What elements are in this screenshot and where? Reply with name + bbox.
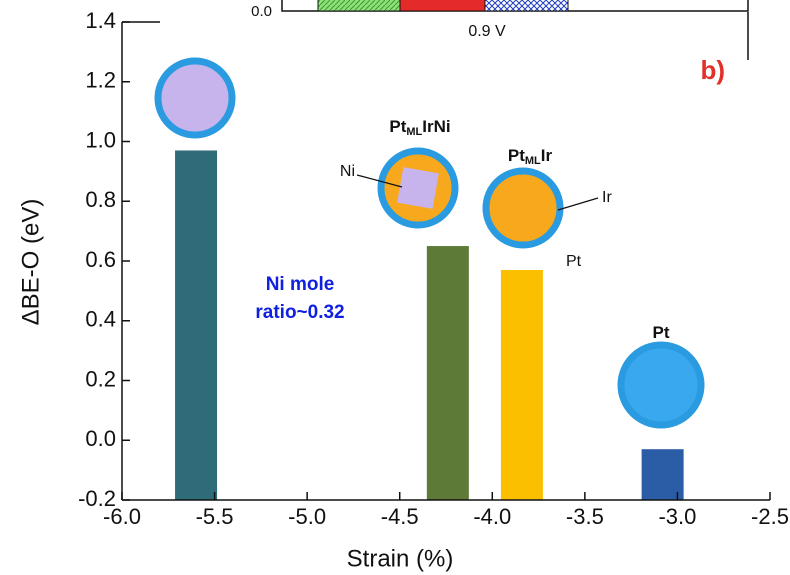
particle-label: PtMLIr (508, 146, 553, 166)
x-tick-label: -5.5 (196, 504, 234, 529)
x-tick-label: -6.0 (103, 504, 141, 529)
particle-label: PtMLIrNi (389, 117, 450, 137)
y-tick-label: 0.8 (85, 187, 116, 212)
y-tick-label: 0.2 (85, 366, 116, 391)
y-axis-title: ΔBE-O (eV) (17, 199, 44, 326)
y-tick-label: 0.0 (85, 426, 116, 451)
panel-label: b) (700, 55, 725, 85)
callout: Pt (566, 253, 582, 270)
x-tick-label: -3.5 (566, 504, 604, 529)
annotation: ratio~0.32 (255, 302, 344, 323)
callout: Ni (340, 163, 355, 180)
x-axis-title: Strain (%) (347, 545, 454, 572)
bar (427, 246, 469, 500)
y-tick-label: 0.4 (85, 307, 116, 332)
callout: Ir (602, 189, 612, 206)
x-tick-label: -5.0 (288, 504, 326, 529)
bar (501, 270, 543, 500)
x-tick-label: -4.5 (381, 504, 419, 529)
inset-tick: 0.0 (251, 3, 272, 20)
y-tick-label: 1.4 (85, 8, 116, 33)
y-tick-label: 1.0 (85, 127, 116, 152)
inset-label: 0.9 V (468, 23, 506, 40)
annotation: Ni mole (266, 274, 335, 295)
inset: 0.0 0.9 V (251, 0, 748, 40)
x-tick-label: -2.5 (751, 504, 789, 529)
x-tick-label: -3.0 (658, 504, 696, 529)
particle-label: Pt (653, 323, 670, 342)
bar (175, 150, 217, 500)
y-tick-label: 1.2 (85, 68, 116, 93)
x-tick-label: -4.0 (473, 504, 511, 529)
y-tick-label: 0.6 (85, 247, 116, 272)
chart: 0.0 0.9 V PtMLIrNi PtMLIr Pt Ni Ir Pt Ni… (0, 0, 790, 575)
